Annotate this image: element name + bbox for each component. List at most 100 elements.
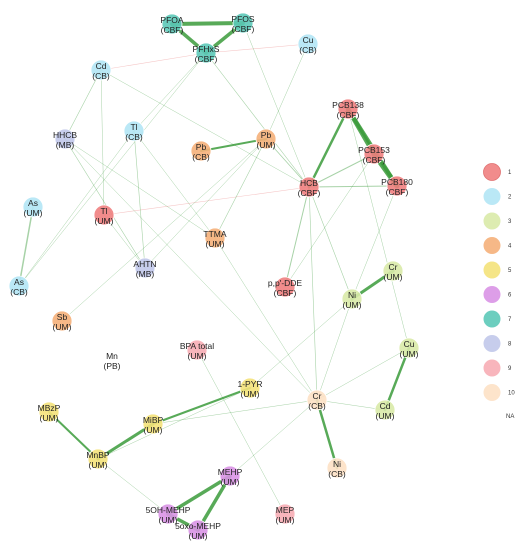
node-circle bbox=[22, 196, 44, 218]
node-circle bbox=[54, 128, 76, 150]
node-Cu_CB[interactable]: Cu(CB) bbox=[297, 33, 319, 55]
node-source-label: (UM) bbox=[53, 322, 72, 332]
node-label: As bbox=[28, 198, 38, 208]
node-PYR[interactable]: 1-PYR(UM) bbox=[237, 377, 263, 399]
node-source-label: (MB) bbox=[56, 140, 75, 150]
node-source-label: (UM) bbox=[89, 460, 108, 470]
edge-PCB138-Cu_UM bbox=[347, 108, 410, 349]
node-label: Tl bbox=[130, 122, 137, 132]
node-PCB180[interactable]: PCB180(CBF) bbox=[381, 175, 413, 197]
node-Cd_CB[interactable]: Cd(CB) bbox=[90, 59, 112, 81]
node-label: 5oxo-MEHP bbox=[175, 521, 221, 531]
node-HCB[interactable]: HCB(CBF) bbox=[298, 176, 321, 198]
node-label: Ni bbox=[348, 290, 356, 300]
node-ppDDE[interactable]: p,p'-DDE(CBF) bbox=[268, 276, 303, 298]
node-OH5[interactable]: 5OH-MEHP(UM) bbox=[146, 503, 191, 525]
node-Cu_UM[interactable]: Cu(UM) bbox=[398, 337, 420, 359]
node-source-label: (CB) bbox=[299, 45, 317, 55]
node-oxo5[interactable]: 5oxo-MEHP(UM) bbox=[175, 519, 221, 541]
legend-label-8: 8 bbox=[508, 342, 512, 348]
edge-PFHxS-Cd_CB bbox=[100, 52, 207, 71]
node-MEP[interactable]: MEP(UM) bbox=[274, 503, 296, 525]
node-As_UM[interactable]: As(UM) bbox=[22, 196, 44, 218]
node-source-label: (UM) bbox=[276, 515, 295, 525]
node-HHCB[interactable]: HHCB(MB) bbox=[53, 128, 77, 150]
node-Cr_CB[interactable]: Cr(CB) bbox=[306, 389, 328, 411]
node-circle bbox=[297, 33, 319, 55]
node-layer: PFOA(CBF) PFOS(CBF) PFHxS(CBF) Cu(CB) Cd(CB)… bbox=[8, 12, 420, 541]
edge-Cd_CB-HHCB bbox=[64, 69, 102, 140]
node-source-label: (CBF) bbox=[232, 24, 255, 34]
node-circle bbox=[134, 257, 156, 279]
node-Cr_UM[interactable]: Cr(UM) bbox=[382, 260, 404, 282]
node-PCB153[interactable]: PCB153(CBF) bbox=[358, 143, 390, 165]
node-Pb_UM[interactable]: Pb(UM) bbox=[255, 128, 277, 150]
node-source-label: (UM) bbox=[343, 300, 362, 310]
node-label: As bbox=[14, 277, 24, 287]
legend-swatch-4 bbox=[483, 237, 501, 254]
node-circle bbox=[38, 401, 60, 423]
node-source-label: (CBF) bbox=[195, 54, 218, 64]
edge-HCB-Tl_UM bbox=[103, 186, 310, 216]
node-PFOA[interactable]: PFOA(CBF) bbox=[160, 13, 184, 35]
node-label: PCB180 bbox=[381, 177, 413, 187]
node-circle bbox=[87, 448, 109, 470]
legend-label-10: 10 bbox=[508, 391, 515, 397]
node-circle bbox=[219, 465, 241, 487]
node-circle bbox=[239, 377, 261, 399]
node-Ni_CB[interactable]: Ni(CB) bbox=[326, 457, 348, 479]
edge-As_UM-As_CB bbox=[18, 206, 34, 287]
edge-Tl_CB-TTMA bbox=[133, 130, 216, 239]
node-Mn_PB[interactable]: Mn(PB) bbox=[104, 351, 121, 371]
node-source-label: (CB) bbox=[125, 132, 143, 142]
node-label: PCB153 bbox=[358, 145, 390, 155]
node-circle bbox=[255, 128, 277, 150]
node-source-label: (CB) bbox=[308, 401, 326, 411]
node-source-label: (CB) bbox=[192, 152, 210, 162]
node-Pb_CB[interactable]: Pb(CB) bbox=[190, 140, 212, 162]
edge-HHCB-Cr_CB bbox=[64, 138, 318, 401]
node-source-label: (UM) bbox=[159, 515, 178, 525]
edge-PFOS-HCB bbox=[242, 22, 310, 188]
node-source-label: (UM) bbox=[95, 216, 114, 226]
node-source-label: (MB) bbox=[136, 269, 155, 279]
node-MnBP[interactable]: MnBP(UM) bbox=[86, 448, 110, 470]
legend-label-9: 9 bbox=[508, 366, 512, 372]
node-PCB138[interactable]: PCB138(CBF) bbox=[332, 98, 364, 120]
node-source-label: (UM) bbox=[376, 411, 395, 421]
node-label: HCB bbox=[300, 178, 318, 188]
node-MEHP[interactable]: MEHP(UM) bbox=[218, 465, 243, 487]
node-BPA[interactable]: BPA total(UM) bbox=[180, 339, 214, 361]
node-circle bbox=[298, 176, 320, 198]
node-circle bbox=[274, 276, 296, 298]
node-label: Cr bbox=[389, 262, 398, 272]
node-circle bbox=[161, 13, 183, 35]
node-source-label: (UM) bbox=[206, 239, 225, 249]
node-label: MnBP bbox=[86, 450, 109, 460]
node-Sb_UM[interactable]: Sb(UM) bbox=[51, 310, 73, 332]
node-label: 1-PYR bbox=[237, 379, 262, 389]
edge-Cu_UM-Cd_UM bbox=[383, 346, 411, 412]
node-label: Ni bbox=[333, 459, 341, 469]
node-circle bbox=[341, 288, 363, 310]
node-Tl_UM[interactable]: Tl(UM) bbox=[93, 204, 115, 226]
node-circle bbox=[274, 503, 296, 525]
node-MiBP[interactable]: MiBP(UM) bbox=[142, 413, 164, 435]
node-circle bbox=[195, 42, 217, 64]
node-MBzP[interactable]: MBzP(UM) bbox=[38, 401, 61, 423]
node-circle bbox=[157, 503, 179, 525]
node-Cd_UM[interactable]: Cd(UM) bbox=[374, 399, 396, 421]
edge-Cr_CB-MiBP bbox=[152, 399, 318, 425]
node-As_CB[interactable]: As(CB) bbox=[8, 275, 30, 297]
node-circle bbox=[187, 519, 209, 541]
node-Ni_UM[interactable]: Ni(UM) bbox=[341, 288, 363, 310]
node-TTMA[interactable]: TTMA(UM) bbox=[203, 227, 227, 249]
node-label: HHCB bbox=[53, 130, 77, 140]
node-Tl_CB[interactable]: Tl(CB) bbox=[123, 120, 145, 142]
node-label: p,p'-DDE bbox=[268, 278, 303, 288]
node-PFHxS[interactable]: PFHxS(CBF) bbox=[193, 42, 220, 64]
node-AHTN[interactable]: AHTN(MB) bbox=[133, 257, 157, 279]
edge-Cr_CB-Ni_CB bbox=[315, 398, 339, 470]
node-PFOS[interactable]: PFOS(CBF) bbox=[231, 12, 255, 34]
node-source-label: (CBF) bbox=[337, 110, 360, 120]
